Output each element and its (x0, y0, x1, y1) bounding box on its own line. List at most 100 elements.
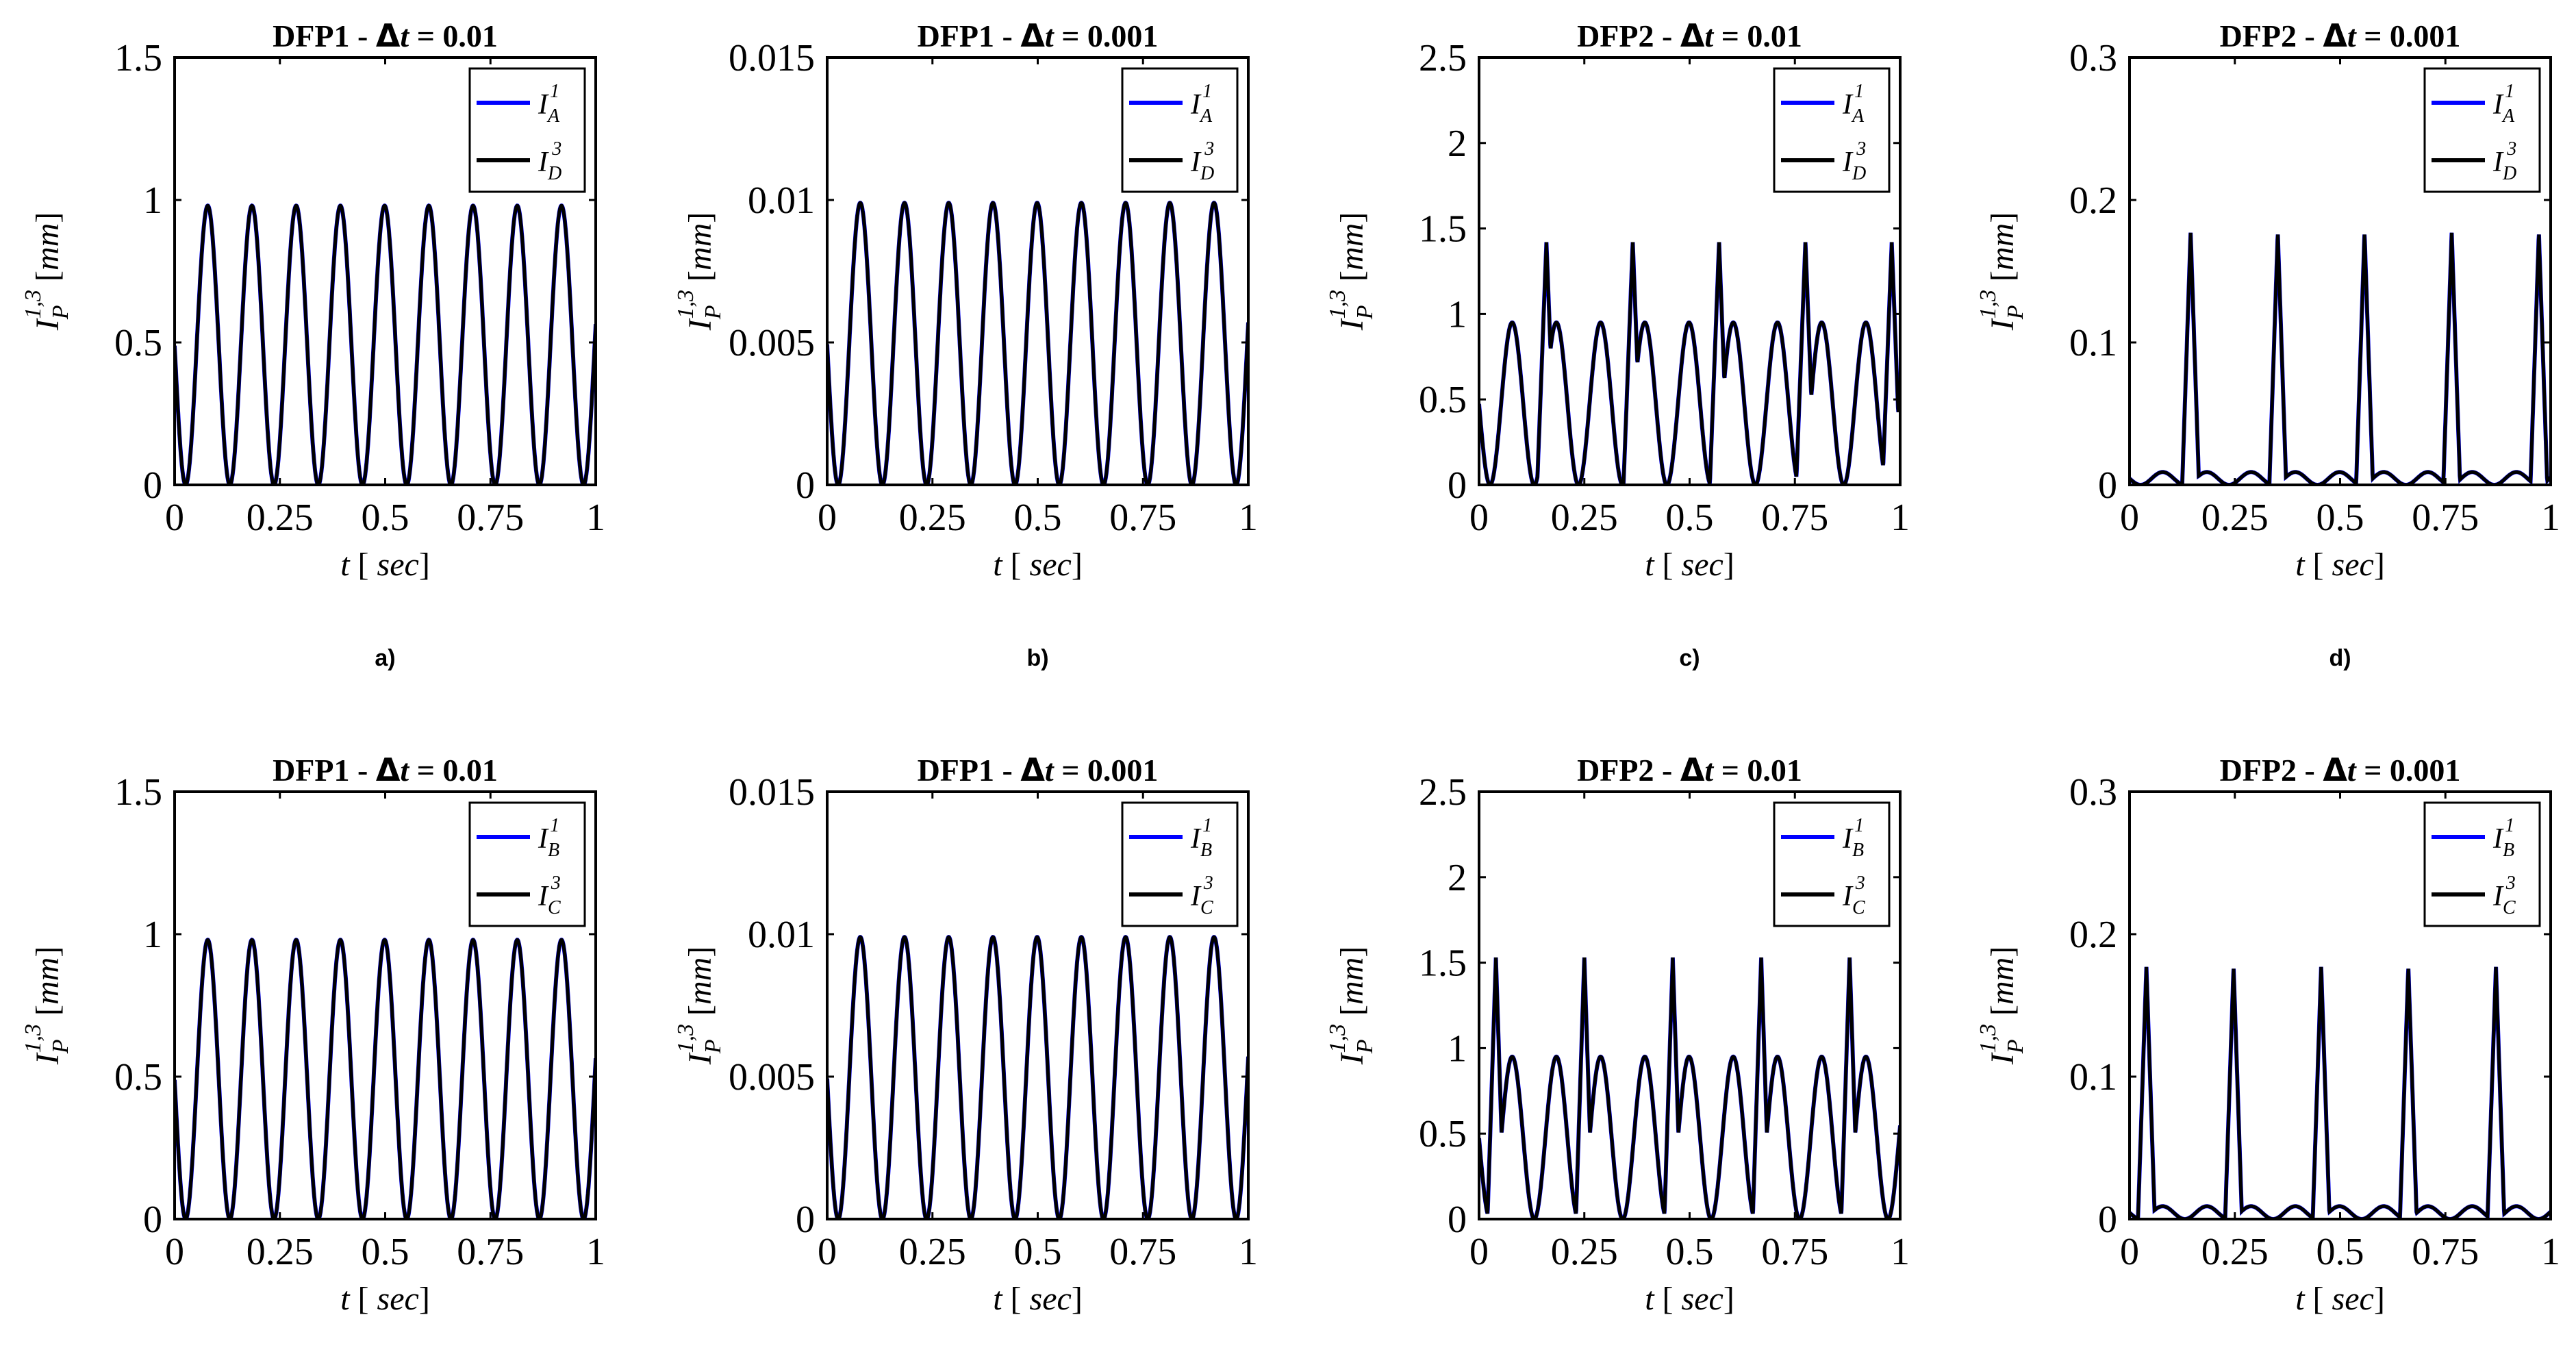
y-tick-label: 1 (1448, 1027, 1467, 1070)
y-tick-label: 1.5 (1419, 942, 1467, 985)
y-tick-label: 0 (2098, 464, 2117, 507)
chart-panel-d-top: 0 0.25 0.5 0.75 1 0 0.1 0.2 0.3 DFP2 - Δt = 0.001… (1975, 17, 2560, 583)
x-tick-label: 0 (2120, 497, 2139, 539)
legend-label-B1: IB1 (1842, 815, 1864, 861)
chart-title: DFP2 - Δt = 0.001 (2220, 17, 2461, 54)
legend-box (1773, 801, 1891, 927)
x-tick-label: 0 (818, 1231, 837, 1273)
y-tick-label: 0.1 (2069, 322, 2117, 364)
chart-panel-a-top: 0 0.25 0.5 0.75 1 0 0.5 1 1.5 DFP1 - Δt = 0.01 t [… (21, 17, 605, 583)
x-tick-label: 0.25 (899, 497, 966, 539)
x-tick-label: 0.25 (899, 1231, 966, 1273)
legend-box (468, 801, 586, 927)
legend-label-C3: IC3 (2492, 873, 2516, 918)
legend-label-D3: ID3 (538, 138, 561, 184)
x-tick-label: 1 (1239, 1231, 1258, 1273)
y-tick-label: 0.005 (729, 1056, 815, 1099)
y-tick-label: 0.015 (729, 37, 815, 79)
legend-label-A1: IA1 (2492, 81, 2515, 127)
x-tick-label: 0 (165, 1231, 184, 1273)
panel-label-c: c) (1679, 645, 1700, 671)
x-tick-label: 1 (1891, 1231, 1910, 1273)
y-tick-label: 2 (1448, 857, 1467, 899)
x-tick-label: 0.5 (1014, 1231, 1062, 1273)
x-axis-label: t [ sec] (993, 547, 1083, 583)
x-tick-label: 0 (818, 497, 837, 539)
x-tick-label: 1 (1891, 497, 1910, 539)
y-tick-label: 0.2 (2069, 914, 2117, 956)
series-line-C3 (1479, 957, 1900, 1219)
chart-panel-d-bottom: 0 0.25 0.5 0.75 1 0 0.1 0.2 0.3 DFP2 - Δt = 0.001… (1975, 751, 2560, 1317)
panel-label-a: a) (375, 645, 396, 671)
y-tick-label: 0 (143, 1199, 162, 1241)
x-tick-label: 1 (1239, 497, 1258, 539)
y-tick-label: 0 (2098, 1199, 2117, 1241)
x-tick-label: 0.75 (2412, 1231, 2479, 1273)
legend-label-A1: IA1 (1842, 81, 1865, 127)
chart-title: DFP2 - Δt = 0.01 (1577, 751, 1802, 788)
chart-title: DFP2 - Δt = 0.01 (1577, 17, 1802, 54)
y-tick-label: 0.1 (2069, 1056, 2117, 1099)
chart-title: DFP2 - Δt = 0.001 (2220, 751, 2461, 788)
y-tick-label: 1 (1448, 293, 1467, 336)
x-tick-label: 0.5 (1014, 497, 1062, 539)
chart-panel-c-bottom: 0 0.25 0.5 0.75 1 0 0.5 1 1.5 2 2.5 DFP2 - Δt = 0.0… (1325, 751, 1910, 1317)
y-tick-label: 1 (143, 179, 162, 222)
legend-label-D3: ID3 (1190, 138, 1214, 184)
x-tick-label: 0.5 (362, 1231, 409, 1273)
series-line-D3 (175, 203, 596, 485)
legend-label-A1: IA1 (1190, 81, 1213, 127)
x-axis-label: t [ sec] (340, 547, 430, 583)
y-tick-label: 0 (796, 1199, 815, 1241)
x-axis-label: t [ sec] (340, 1281, 430, 1317)
legend-label-C3: IC3 (1190, 873, 1213, 918)
y-tick-label: 0 (143, 464, 162, 507)
legend-label-A1: IA1 (538, 81, 560, 127)
y-tick-label: 0.01 (748, 914, 815, 956)
x-axis-label: t [ sec] (2295, 1281, 2385, 1317)
y-tick-label: 0 (1448, 1199, 1467, 1241)
y-tick-label: 2 (1448, 123, 1467, 165)
legend-box (1773, 67, 1891, 193)
x-tick-label: 0.25 (1551, 1231, 1618, 1273)
panel-label-b: b) (1026, 645, 1049, 671)
series-line-D3 (827, 201, 1248, 485)
y-tick-label: 0 (1448, 464, 1467, 507)
chart-title: DFP1 - Δt = 0.001 (918, 17, 1159, 54)
x-tick-label: 0.5 (2316, 497, 2364, 539)
x-tick-label: 0 (165, 497, 184, 539)
chart-panel-c-top: 0 0.25 0.5 0.75 1 0 0.5 1 1.5 2 2.5 DFP2 - Δt = 0.0… (1325, 17, 1910, 583)
y-tick-label: 0.015 (729, 771, 815, 814)
chart-title: DFP1 - Δt = 0.01 (273, 17, 498, 54)
y-tick-label: 1.5 (1419, 208, 1467, 251)
x-tick-label: 0.75 (1761, 497, 1828, 539)
legend-label-D3: ID3 (1842, 138, 1866, 184)
x-axis-label: t [ sec] (993, 1281, 1083, 1317)
legend-box (1121, 801, 1239, 927)
chart-title: DFP1 - Δt = 0.001 (918, 751, 1159, 788)
chart-panel-b-bottom: 0 0.25 0.5 0.75 1 0 0.005 0.01 0.015 DFP1 - Δt = … (673, 751, 1258, 1317)
x-tick-label: 0.25 (2201, 497, 2269, 539)
legend-box (2423, 801, 2541, 927)
x-tick-label: 0.25 (2201, 1231, 2269, 1273)
legend-label-C3: IC3 (1842, 873, 1865, 918)
series-line-C3 (175, 938, 596, 1219)
y-axis-label: IP1,3 [mm] (1975, 212, 2028, 331)
x-tick-label: 1 (2541, 497, 2560, 539)
y-tick-label: 0.5 (1419, 1113, 1467, 1155)
x-tick-label: 0 (1469, 1231, 1489, 1273)
y-tick-label: 0.5 (114, 322, 162, 364)
y-tick-label: 0.3 (2069, 37, 2117, 79)
y-axis-label: IP1,3 [mm] (1325, 946, 1378, 1066)
legend-box (2423, 67, 2541, 193)
legend-label-B1: IB1 (1190, 815, 1212, 861)
y-tick-label: 0.3 (2069, 771, 2117, 814)
y-axis-label: IP1,3 [mm] (1325, 212, 1378, 331)
y-tick-label: 0.5 (1419, 379, 1467, 421)
y-axis-label: IP1,3 [mm] (673, 946, 726, 1066)
